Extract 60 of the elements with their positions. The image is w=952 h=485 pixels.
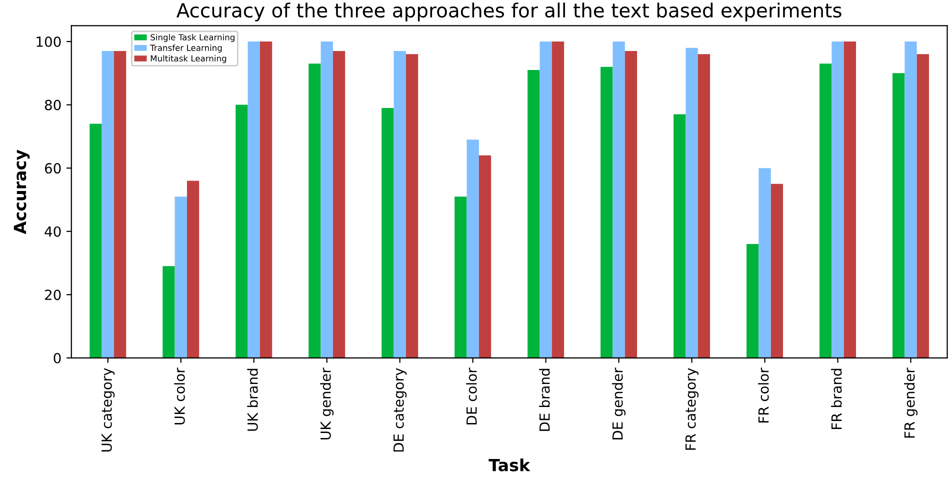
bar bbox=[758, 168, 771, 358]
bar bbox=[892, 73, 905, 358]
bar bbox=[540, 42, 552, 358]
bar bbox=[454, 196, 467, 358]
bar bbox=[332, 51, 346, 358]
x-tick-label: DE gender bbox=[612, 368, 626, 440]
bar bbox=[916, 54, 929, 358]
bar bbox=[114, 51, 126, 358]
y-tick-label: 60 bbox=[44, 163, 61, 174]
bar bbox=[698, 54, 710, 358]
bar bbox=[770, 184, 784, 358]
bar bbox=[600, 66, 613, 358]
y-tick-label: 100 bbox=[36, 36, 61, 47]
x-tick-label: DE color bbox=[466, 368, 477, 424]
bar bbox=[186, 180, 200, 358]
bar bbox=[236, 104, 248, 358]
x-tick-label: DE category bbox=[394, 368, 407, 452]
bar bbox=[248, 42, 260, 358]
bar bbox=[406, 54, 418, 358]
x-tick-label: UK color bbox=[174, 368, 185, 424]
legend-label: Single Task Learning bbox=[150, 34, 234, 42]
bar bbox=[624, 51, 638, 358]
bar bbox=[174, 196, 187, 358]
bar bbox=[90, 124, 102, 358]
bar bbox=[844, 42, 856, 358]
chart-title: Accuracy of the three approaches for all the text based experiments bbox=[176, 2, 842, 22]
y-tick-label: 40 bbox=[44, 226, 61, 237]
x-axis-title: Task bbox=[488, 458, 530, 472]
x-tick-label: DE brand bbox=[539, 368, 550, 431]
legend-label: Multitask Learning bbox=[150, 55, 226, 64]
bar bbox=[674, 114, 686, 358]
bar bbox=[528, 70, 540, 358]
x-tick-label: UK gender bbox=[320, 368, 334, 440]
bar bbox=[466, 140, 479, 358]
bar bbox=[102, 51, 114, 358]
bar bbox=[382, 108, 394, 358]
bar bbox=[820, 64, 832, 358]
bar bbox=[308, 64, 321, 358]
y-tick-label: 80 bbox=[44, 100, 61, 110]
x-tick-label: FR color bbox=[758, 368, 769, 423]
y-axis-title: Accuracy bbox=[14, 150, 30, 234]
bar bbox=[320, 42, 333, 358]
bar bbox=[832, 42, 844, 358]
bar bbox=[904, 42, 917, 358]
bar bbox=[394, 51, 406, 358]
bar bbox=[686, 48, 698, 358]
y-tick-label: 0 bbox=[54, 352, 61, 364]
x-tick-label: FR gender bbox=[904, 368, 918, 438]
bar bbox=[746, 244, 759, 358]
bar bbox=[552, 42, 564, 358]
x-tick-label: UK category bbox=[102, 368, 115, 452]
bar bbox=[260, 42, 272, 358]
bar bbox=[612, 42, 625, 358]
bar bbox=[162, 266, 175, 358]
y-tick-label: 20 bbox=[45, 290, 61, 300]
bar bbox=[478, 155, 492, 358]
x-tick-label: UK brand bbox=[247, 368, 258, 431]
x-tick-label: FR category bbox=[685, 368, 699, 450]
legend-label: Transfer Learning bbox=[150, 44, 222, 53]
x-tick-label: FR brand bbox=[831, 368, 842, 429]
